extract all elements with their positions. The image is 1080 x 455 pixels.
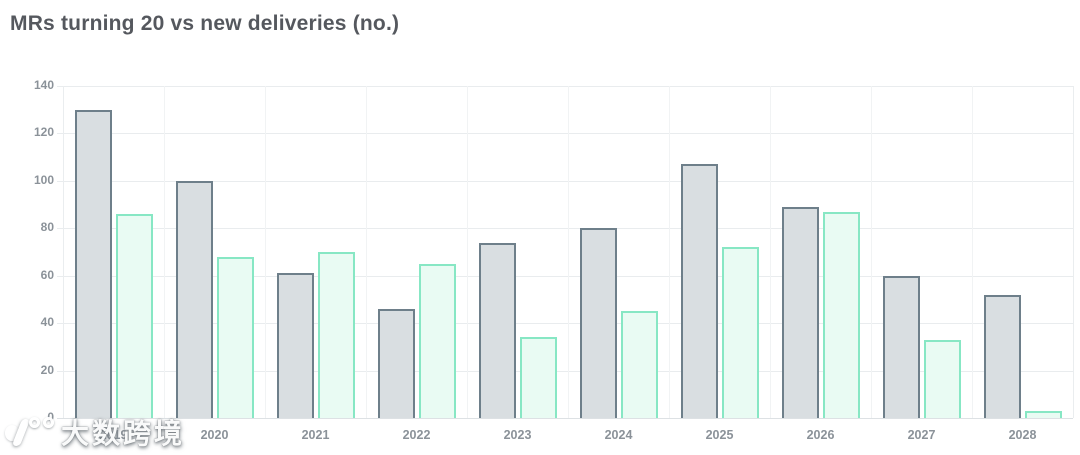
y-tick-label-60: 60 <box>40 267 54 282</box>
x-tick-label-2019: 2019 <box>99 428 128 442</box>
gridline-x-0 <box>63 86 64 418</box>
bar-new-deliveries-2020[interactable] <box>216 257 254 418</box>
y-tick-label-20: 20 <box>40 362 54 377</box>
gridline-y-20 <box>57 370 1073 372</box>
gridline-x-3 <box>366 86 367 418</box>
bar-mrs-turning-20-2026[interactable] <box>781 207 819 418</box>
bar-group-2022 <box>366 86 467 418</box>
gridline-y-120 <box>57 133 1073 135</box>
bar-new-deliveries-2025[interactable] <box>721 247 759 418</box>
bar-group-2019 <box>63 86 164 418</box>
bar-chart-plot-area <box>57 86 1074 419</box>
gridline-x-7 <box>770 86 771 418</box>
y-tick-label-80: 80 <box>40 220 54 235</box>
bar-mrs-turning-20-2027[interactable] <box>882 276 920 418</box>
gridline-x-10 <box>1073 86 1074 418</box>
gridline-x-8 <box>871 86 872 418</box>
bar-new-deliveries-2022[interactable] <box>418 264 456 418</box>
bar-mrs-turning-20-2024[interactable] <box>579 228 617 418</box>
bar-new-deliveries-2027[interactable] <box>923 340 961 418</box>
gridline-x-1 <box>164 86 165 418</box>
x-tick-label-2028: 2028 <box>1008 428 1037 442</box>
gridline-y-100 <box>57 180 1073 182</box>
y-tick-label-40: 40 <box>40 315 54 330</box>
bar-new-deliveries-2021[interactable] <box>317 252 355 418</box>
x-tick-label-2021: 2021 <box>301 428 330 442</box>
x-tick-label-2026: 2026 <box>806 428 835 442</box>
gridline-y-40 <box>57 323 1073 325</box>
gridline-y-0 <box>57 418 1073 419</box>
bar-mrs-turning-20-2021[interactable] <box>276 273 314 418</box>
bar-group-2027 <box>871 86 972 418</box>
gridline-x-9 <box>972 86 973 418</box>
bar-new-deliveries-2026[interactable] <box>822 212 860 418</box>
bar-new-deliveries-2028[interactable] <box>1024 411 1062 418</box>
bar-mrs-turning-20-2022[interactable] <box>377 309 415 418</box>
x-tick-label-2020: 2020 <box>200 428 229 442</box>
chart-title: MRs turning 20 vs new deliveries (no.) <box>10 12 400 35</box>
bar-new-deliveries-2019[interactable] <box>115 214 153 418</box>
bar-new-deliveries-2023[interactable] <box>519 337 557 418</box>
bar-group-2024 <box>568 86 669 418</box>
gridline-y-60 <box>57 275 1073 277</box>
y-tick-label-120: 120 <box>33 125 54 140</box>
y-tick-label-0: 0 <box>47 410 54 424</box>
bar-group-2020 <box>164 86 265 418</box>
gridline-y-80 <box>57 228 1073 230</box>
bar-group-2025 <box>669 86 770 418</box>
x-tick-label-2027: 2027 <box>907 428 936 442</box>
bar-group-2028 <box>972 86 1073 418</box>
x-tick-label-2022: 2022 <box>402 428 431 442</box>
bar-mrs-turning-20-2025[interactable] <box>680 164 718 418</box>
bar-mrs-turning-20-2023[interactable] <box>478 243 516 418</box>
gridline-x-6 <box>669 86 670 418</box>
bar-mrs-turning-20-2019[interactable] <box>74 110 112 418</box>
x-tick-label-2023: 2023 <box>503 428 532 442</box>
bar-mrs-turning-20-2028[interactable] <box>983 295 1021 418</box>
y-tick-label-100: 100 <box>33 172 54 187</box>
gridline-x-2 <box>265 86 266 418</box>
bar-mrs-turning-20-2020[interactable] <box>175 181 213 418</box>
gridline-x-5 <box>568 86 569 418</box>
x-tick-label-2025: 2025 <box>705 428 734 442</box>
gridline-y-140 <box>57 86 1073 87</box>
bar-new-deliveries-2024[interactable] <box>620 311 658 418</box>
bar-group-2023 <box>467 86 568 418</box>
y-tick-label-140: 140 <box>33 78 54 92</box>
bar-group-2026 <box>770 86 871 418</box>
bar-group-2021 <box>265 86 366 418</box>
x-tick-label-2024: 2024 <box>604 428 633 442</box>
gridline-x-4 <box>467 86 468 418</box>
